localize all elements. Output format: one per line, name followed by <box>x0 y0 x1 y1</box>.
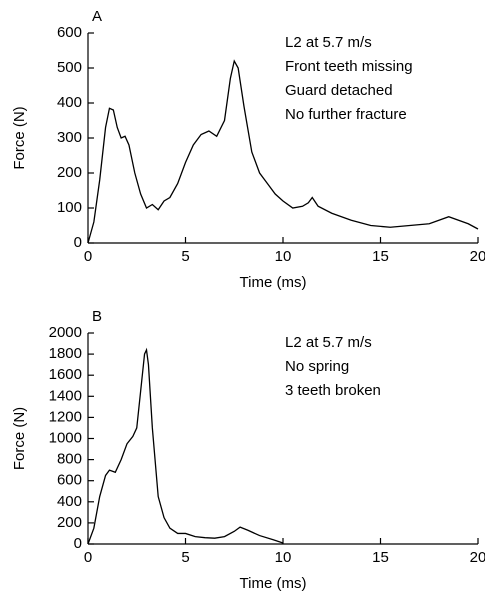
x-tick-label: 15 <box>372 549 389 566</box>
annotation: L2 at 5.7 m/s <box>285 334 372 351</box>
y-tick-label: 1600 <box>49 366 82 383</box>
x-tick-label: 10 <box>275 549 292 566</box>
y-tick-label: 1400 <box>49 387 82 404</box>
force-curve <box>87 347 284 545</box>
x-tick-label: 0 <box>84 248 92 265</box>
force-curve <box>87 59 479 244</box>
y-tick-label: 1200 <box>49 408 82 425</box>
annotation: Front teeth missing <box>285 58 413 75</box>
y-tick-label: 300 <box>57 129 82 146</box>
y-tick-label: 200 <box>57 514 82 531</box>
x-tick-label: 20 <box>470 248 485 265</box>
y-tick-label: 500 <box>57 59 82 76</box>
y-tick-label: 0 <box>74 234 82 251</box>
y-tick-label: 0 <box>74 535 82 552</box>
panel-label: B <box>92 308 102 325</box>
x-tick-label: 20 <box>470 549 485 566</box>
y-tick-label: 400 <box>57 493 82 510</box>
y-tick-label: 1000 <box>49 429 82 446</box>
x-axis-label: Time (ms) <box>240 575 307 592</box>
annotation: No spring <box>285 358 349 375</box>
y-tick-label: 1800 <box>49 345 82 362</box>
y-tick-label: 100 <box>57 199 82 216</box>
x-tick-label: 15 <box>372 248 389 265</box>
annotation: No further fracture <box>285 106 407 123</box>
x-tick-label: 0 <box>84 549 92 566</box>
y-tick-label: 200 <box>57 164 82 181</box>
annotation: Guard detached <box>285 82 393 99</box>
annotation: L2 at 5.7 m/s <box>285 34 372 51</box>
y-axis-label: Force (N) <box>11 106 28 169</box>
y-tick-label: 800 <box>57 451 82 468</box>
y-tick-label: 600 <box>57 472 82 489</box>
x-tick-label: 5 <box>181 248 189 265</box>
x-tick-label: 10 <box>275 248 292 265</box>
x-tick-label: 5 <box>181 549 189 566</box>
y-tick-label: 2000 <box>49 324 82 341</box>
y-tick-label: 400 <box>57 94 82 111</box>
y-axis-label: Force (N) <box>11 407 28 470</box>
annotation: 3 teeth broken <box>285 382 381 399</box>
x-axis-label: Time (ms) <box>240 274 307 291</box>
panel-label: A <box>92 8 102 25</box>
y-tick-label: 600 <box>57 24 82 41</box>
